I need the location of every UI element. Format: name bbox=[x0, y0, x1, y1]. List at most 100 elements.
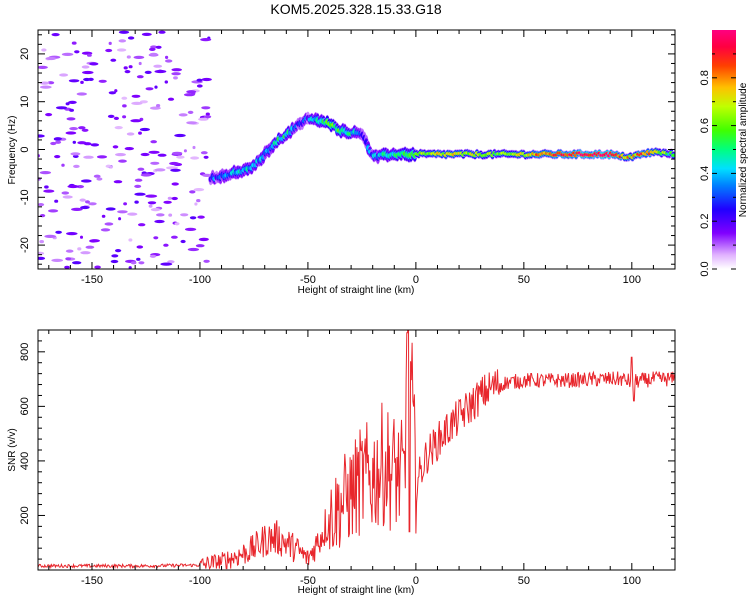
x-tick-label: 0 bbox=[413, 575, 419, 587]
noise-cell bbox=[170, 168, 181, 172]
noise-cell bbox=[71, 41, 77, 45]
noise-cell bbox=[109, 165, 113, 169]
noise-cell bbox=[54, 155, 61, 159]
noise-cell bbox=[104, 222, 114, 226]
noise-cell bbox=[76, 92, 88, 96]
noise-cell bbox=[93, 174, 101, 178]
noise-cell bbox=[186, 121, 198, 125]
noise-cell bbox=[167, 196, 173, 200]
noise-cell bbox=[184, 227, 197, 231]
snr-y-label: SNR (v/v) bbox=[7, 428, 18, 471]
noise-cell bbox=[136, 245, 144, 249]
noise-cell bbox=[105, 207, 116, 211]
noise-cell bbox=[163, 243, 169, 247]
noise-cell bbox=[136, 75, 144, 79]
noise-cell bbox=[171, 235, 178, 239]
noise-cell bbox=[72, 154, 79, 158]
noise-cell bbox=[54, 199, 59, 203]
noise-cell bbox=[55, 230, 62, 234]
noise-cell bbox=[69, 127, 78, 131]
noise-cell bbox=[80, 205, 90, 210]
noise-cell bbox=[108, 41, 112, 46]
colorbar: 0.0 0.2 0.4 0.6 0.8 Normalized spectral ampl… bbox=[699, 30, 749, 277]
noise-cell bbox=[124, 70, 131, 74]
noise-cell bbox=[150, 161, 160, 165]
x-tick-label: -100 bbox=[189, 274, 211, 286]
snr-x-label: Height of straight line (km) bbox=[298, 585, 415, 596]
noise-cell bbox=[61, 191, 70, 195]
noise-cell bbox=[156, 213, 165, 217]
noise-cell bbox=[61, 163, 65, 167]
noise-cell bbox=[77, 247, 82, 251]
noise-cell bbox=[194, 202, 198, 206]
y-tick-label: 10 bbox=[19, 96, 31, 108]
noise-cell bbox=[200, 151, 208, 155]
ridge-cell bbox=[671, 153, 675, 157]
noise-cell bbox=[45, 56, 57, 61]
noise-cell bbox=[173, 76, 178, 80]
chart-title: KOM5.2025.328.15.33.G18 bbox=[270, 1, 441, 17]
noise-cell bbox=[111, 254, 119, 258]
noise-cell bbox=[114, 89, 118, 93]
noise-cell bbox=[44, 234, 57, 238]
noise-cell bbox=[167, 260, 175, 264]
noise-cell bbox=[148, 204, 153, 208]
snr-x-ticks: -150 -100 -50 0 50 100 bbox=[48, 330, 676, 587]
noise-cell bbox=[148, 150, 160, 154]
noise-cell bbox=[80, 235, 83, 239]
noise-cell bbox=[168, 213, 173, 217]
x-tick-label: -50 bbox=[300, 274, 316, 286]
colorbar-tick-label: 0.2 bbox=[699, 214, 711, 229]
noise-cell bbox=[145, 87, 154, 91]
noise-cell bbox=[171, 72, 181, 76]
noise-cell bbox=[167, 97, 175, 101]
noise-cell bbox=[140, 173, 152, 177]
snr-y-ticks: 200 400 600 800 bbox=[19, 329, 675, 571]
noise-cell bbox=[110, 259, 119, 264]
noise-cell bbox=[88, 202, 97, 206]
noise-cell bbox=[154, 69, 167, 74]
noise-cell bbox=[101, 214, 106, 218]
noise-cell bbox=[110, 58, 117, 62]
noise-cell bbox=[127, 36, 135, 40]
noise-cell bbox=[87, 53, 92, 57]
noise-cell bbox=[81, 128, 89, 132]
y-tick-label: 800 bbox=[19, 343, 31, 361]
noise-cell bbox=[123, 66, 128, 70]
snr-series-line bbox=[38, 330, 675, 570]
noise-cell bbox=[187, 247, 200, 252]
noise-cell bbox=[189, 216, 197, 220]
noise-cell bbox=[127, 212, 138, 216]
noise-cell bbox=[85, 245, 95, 249]
noise-cell bbox=[171, 196, 178, 201]
x-tick-label: -50 bbox=[300, 575, 316, 587]
noise-cell bbox=[62, 195, 73, 199]
y-tick-label: -10 bbox=[19, 189, 31, 205]
noise-cell bbox=[51, 258, 64, 262]
noise-cell bbox=[138, 131, 142, 135]
noise-cell bbox=[187, 110, 194, 114]
noise-cell bbox=[198, 237, 209, 242]
noise-cell bbox=[130, 261, 137, 265]
noise-cell bbox=[189, 190, 196, 194]
noise-cell bbox=[82, 70, 94, 75]
noise-cell bbox=[190, 156, 200, 160]
x-tick-label: 0 bbox=[413, 274, 419, 286]
colorbar-tick-label: 0.0 bbox=[699, 261, 711, 276]
noise-cell bbox=[44, 185, 49, 189]
noise-cell bbox=[134, 178, 143, 182]
noise-cell bbox=[51, 33, 60, 37]
colorbar-tick-label: 0.4 bbox=[699, 166, 711, 181]
noise-cell bbox=[137, 167, 145, 171]
noise-cell bbox=[171, 68, 182, 72]
noise-cell bbox=[83, 142, 92, 146]
noise-cell bbox=[171, 182, 179, 186]
noise-cell bbox=[61, 52, 74, 57]
noise-cell bbox=[201, 106, 211, 110]
noise-cell bbox=[166, 166, 178, 170]
noise-cell bbox=[114, 126, 123, 130]
noise-cell bbox=[76, 185, 85, 189]
noise-cell bbox=[50, 141, 57, 146]
